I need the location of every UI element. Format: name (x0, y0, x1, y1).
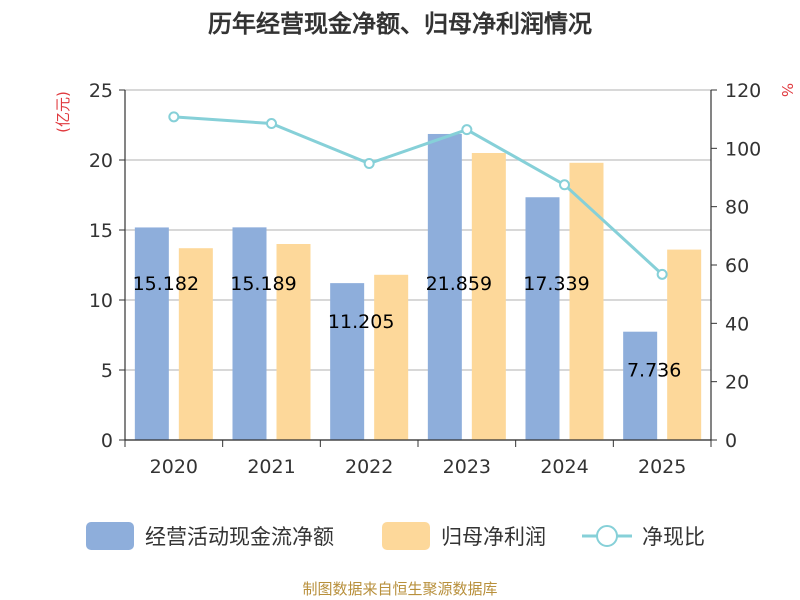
bar-net-profit (569, 162, 604, 441)
x-tick-label: 2022 (345, 456, 393, 478)
y-right-tick-label: 40 (725, 313, 749, 335)
line-ratio (173, 115, 664, 276)
legend-label-cashflow: 经营活动现金流净额 (145, 525, 334, 549)
y-right-tick-label: 100 (725, 138, 761, 160)
line-point (363, 158, 375, 169)
legend-label-net-profit: 归母净利润 (441, 525, 546, 549)
x-tick-label: 2020 (150, 456, 198, 478)
y-axis-left-label: (亿元) (54, 91, 72, 133)
y-axis-right-label: % (778, 83, 796, 97)
y-left-tick-label: 20 (89, 150, 113, 172)
line-point (168, 111, 180, 123)
line-point (656, 268, 668, 280)
bar-net-profit (276, 244, 311, 440)
data-label: 11.205 (328, 311, 394, 333)
source-note: 制图数据来自恒生聚源数据库 (302, 580, 497, 598)
bar-cashflow (232, 227, 267, 440)
bar-marks (134, 133, 702, 441)
data-label: 15.189 (230, 273, 296, 295)
bar-cashflow (525, 197, 560, 440)
y-left-tick-label: 25 (89, 80, 113, 102)
data-label: 17.339 (523, 273, 589, 295)
y-right-tick-label: 120 (725, 80, 761, 102)
legend-label-ratio: 净现比 (642, 525, 705, 549)
line-series (168, 111, 668, 280)
x-tick-label: 2023 (443, 456, 491, 478)
y-right-tick-label: 0 (725, 430, 737, 452)
bar-cashflow (330, 283, 365, 440)
y-right-tick-label: 80 (725, 197, 749, 219)
x-tick-label: 2025 (638, 456, 686, 478)
bar-net-profit (178, 248, 213, 440)
legend: 经营活动现金流净额 归母净利润 净现比 (86, 522, 705, 550)
legend-swatch-cashflow (86, 522, 134, 550)
bar-net-profit (374, 274, 409, 440)
bar-cashflow (427, 133, 462, 440)
bar-cashflow (623, 331, 658, 440)
y-right-tick-label: 60 (725, 255, 749, 277)
y-left-tick-label: 0 (101, 430, 113, 452)
grid-lines (125, 89, 711, 441)
legend-swatch-marker (596, 525, 618, 547)
data-label: 15.182 (133, 273, 199, 295)
y-left-tick-label: 10 (89, 290, 113, 312)
line-point (559, 179, 570, 191)
bar-net-profit (667, 249, 702, 440)
data-label: 21.859 (426, 273, 492, 295)
x-tick-label: 2021 (247, 456, 295, 478)
y-left-tick-label: 5 (101, 360, 113, 382)
line-point (461, 124, 473, 136)
bar-net-profit (471, 153, 506, 440)
y-right-tick-label: 20 (725, 372, 749, 394)
chart-title: 历年经营现金净额、归母净利润情况 (208, 10, 592, 38)
bar-cashflow (134, 227, 169, 440)
x-tick-label: 2024 (540, 456, 588, 478)
data-labels: 15.182 15.189 11.205 21.859 17.339 7.736 (133, 273, 682, 382)
legend-swatch-net-profit (382, 522, 430, 550)
data-label: 7.736 (627, 360, 681, 382)
y-left-tick-label: 15 (89, 220, 113, 242)
line-point (266, 118, 277, 130)
